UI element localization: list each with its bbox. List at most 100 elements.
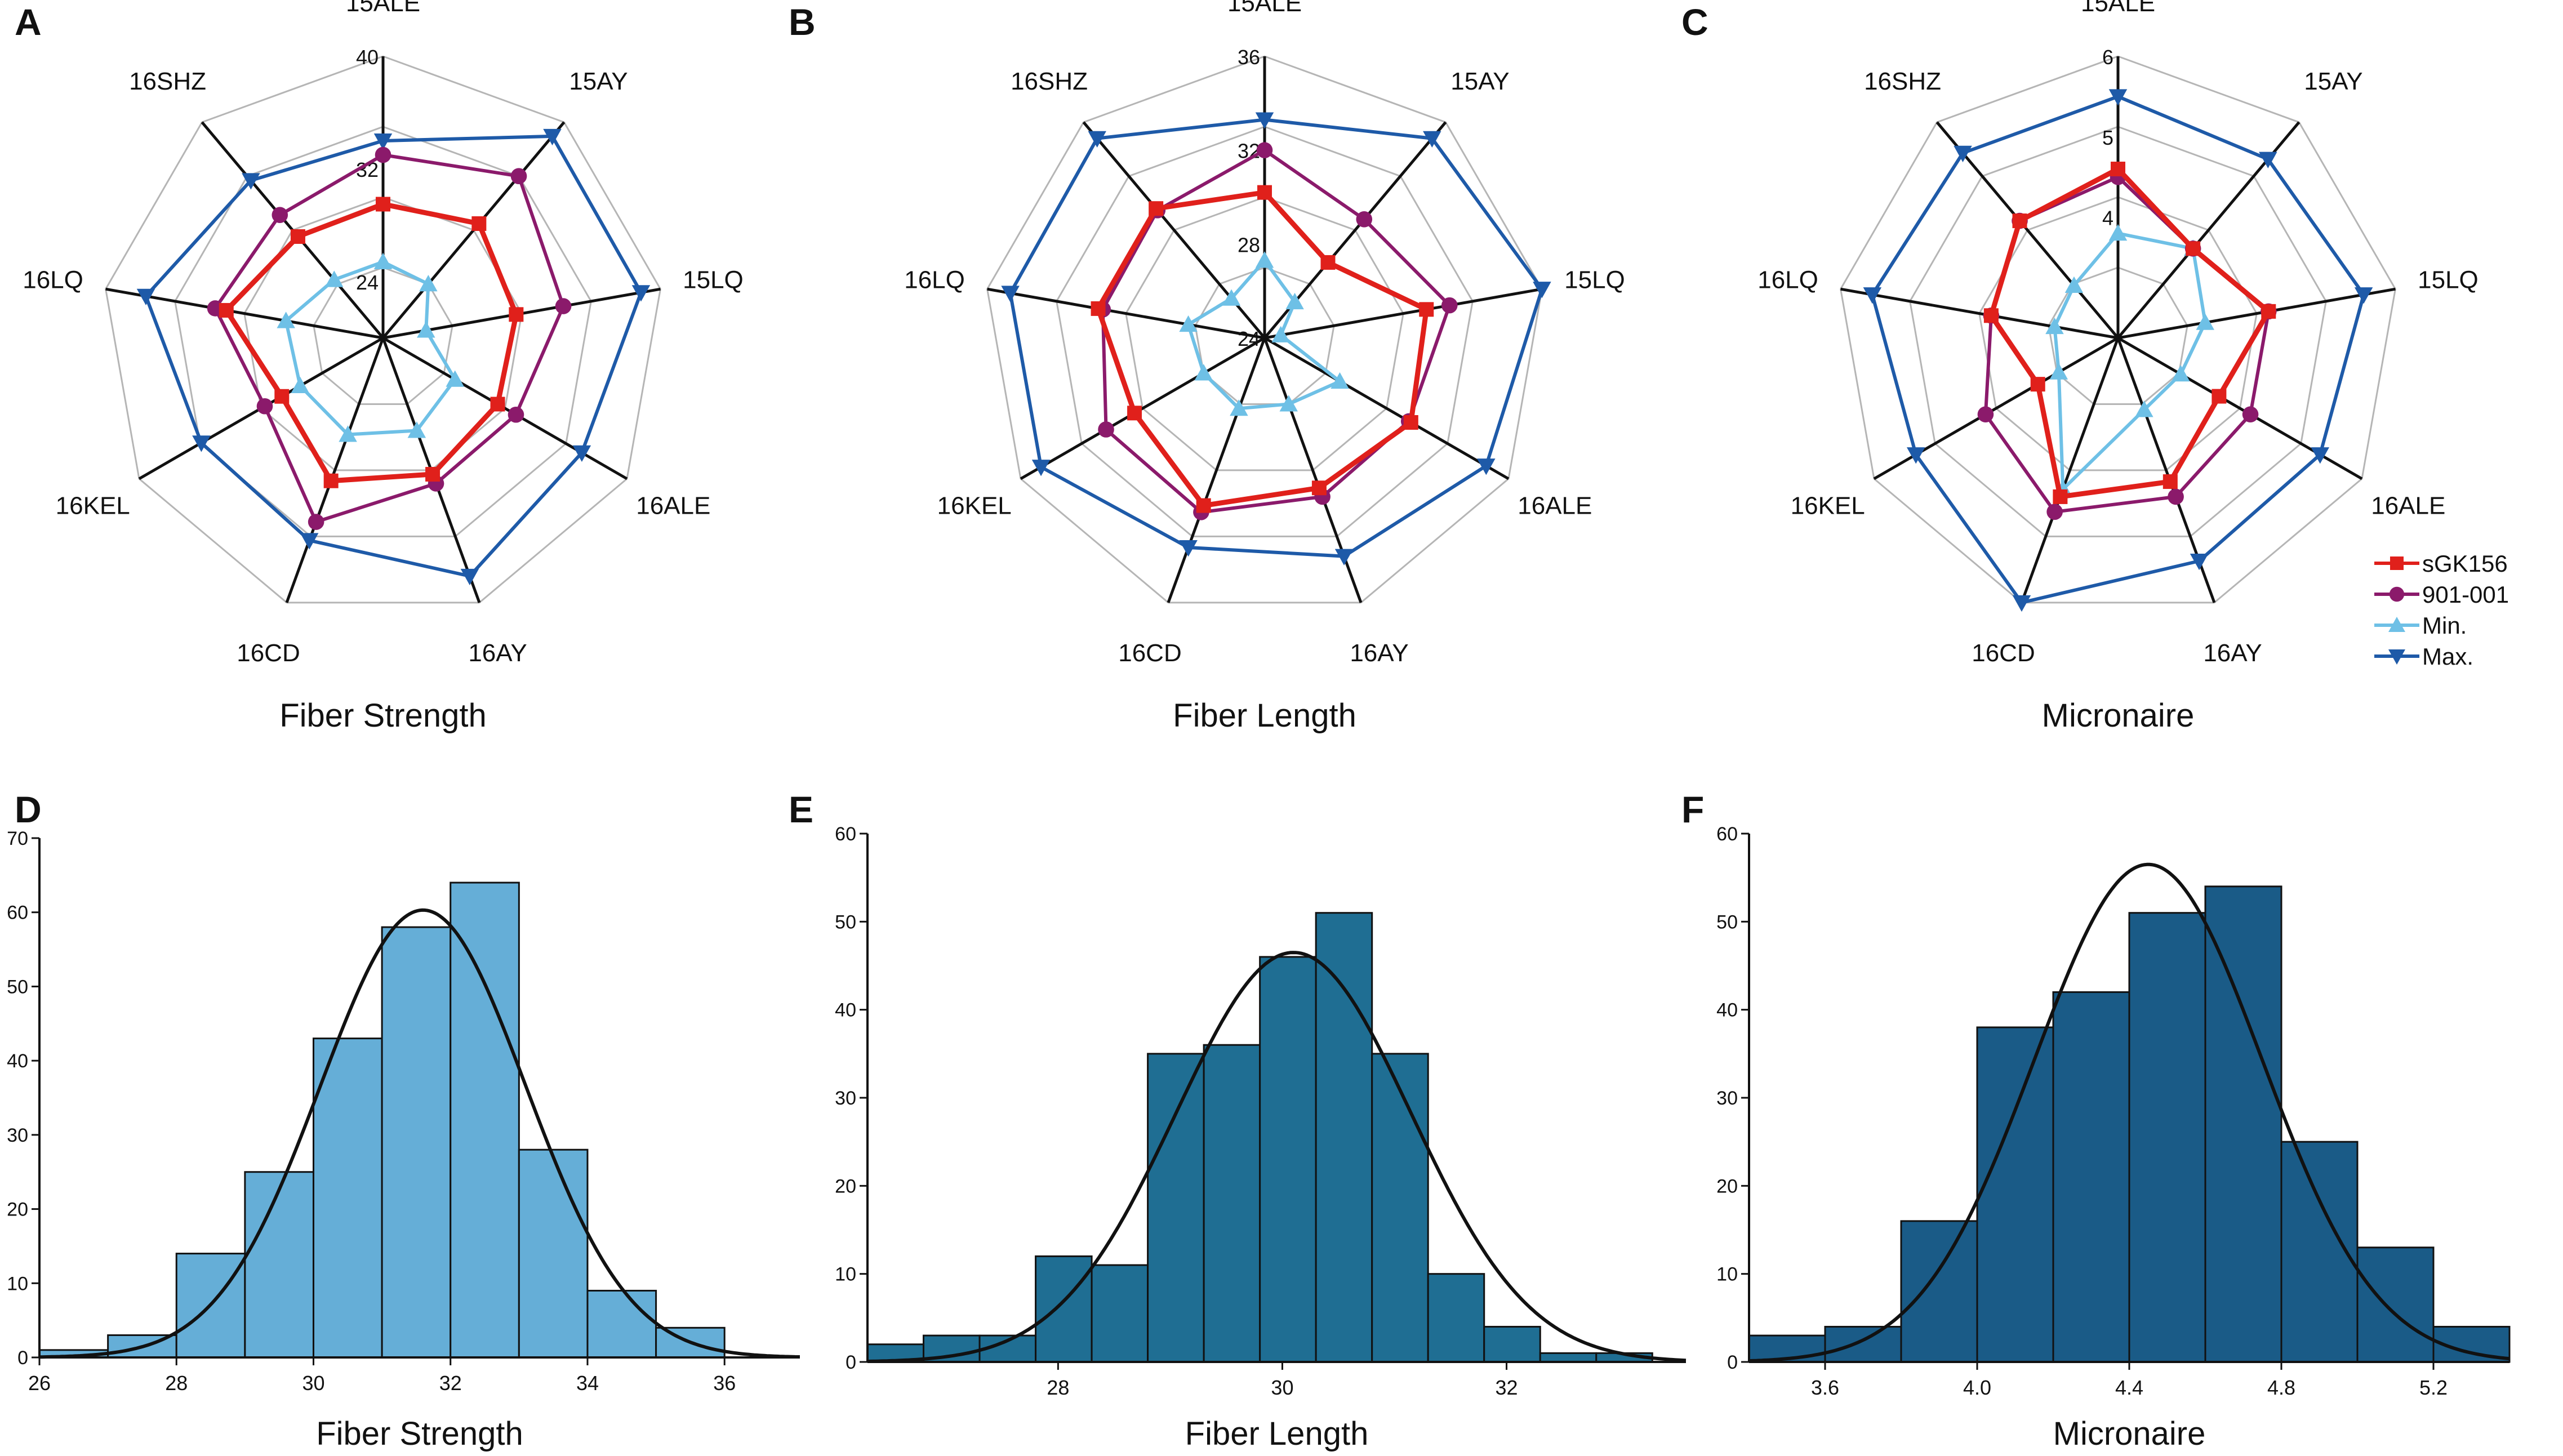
- radar-spoke: [1264, 287, 1542, 340]
- radar-axis-label: 16SHZ: [129, 68, 206, 95]
- y-tick-label: 0: [17, 1347, 28, 1369]
- radar-point: [2108, 89, 2128, 106]
- radar-point: [2046, 504, 2063, 520]
- radar-point: [2030, 377, 2045, 392]
- radar-axis-label: 16ALE: [2371, 492, 2445, 520]
- radar-spoke: [987, 287, 1265, 340]
- radar-grid-ring: [313, 266, 453, 405]
- radar-point: [1477, 458, 1496, 475]
- y-tick-label: 50: [1716, 911, 1738, 933]
- radar-chart-b: 2428323615ALE15AY15LQ16ALE16AY16CD16KEL1…: [904, 0, 1625, 734]
- radar-point: [373, 252, 393, 269]
- radar-axis-label: 16KEL: [937, 492, 1012, 520]
- x-tick-label: 5.2: [2419, 1376, 2448, 1399]
- radar-point: [1419, 302, 1434, 317]
- y-tick-label: 70: [7, 828, 28, 849]
- histogram-bar: [2128, 912, 2206, 1363]
- y-tick-label: 50: [7, 976, 28, 998]
- radar-axis-label: 15ALE: [346, 0, 420, 17]
- radar-axis-label: 16AY: [2203, 639, 2262, 667]
- radar-point: [1088, 131, 1106, 148]
- panel-label-d: D: [15, 789, 42, 830]
- panel-label-e: E: [789, 789, 813, 830]
- radar-point: [1001, 286, 1020, 302]
- x-tick-label: 28: [165, 1372, 188, 1395]
- radar-spoke: [1263, 336, 1510, 480]
- legend-circle-icon: [2389, 586, 2405, 602]
- radar-point: [300, 533, 319, 550]
- y-tick-label: 20: [7, 1199, 28, 1221]
- radar-axis-label: 16SHZ: [1011, 68, 1088, 95]
- radar-tick-label: 24: [356, 271, 379, 294]
- normal-fit-curve: [39, 908, 800, 1359]
- x-tick-label: 34: [576, 1372, 599, 1395]
- radar-series-line-min: [284, 260, 457, 437]
- radar-point: [2012, 213, 2027, 229]
- x-tick-label: 36: [713, 1372, 736, 1395]
- radar-point: [1194, 364, 1213, 381]
- radar-axis-label: 15AY: [569, 68, 628, 95]
- radar-grid-ring: [1909, 126, 2327, 537]
- y-tick-label: 30: [1716, 1088, 1738, 1109]
- radar-point: [373, 133, 393, 150]
- histogram-bar: [244, 1171, 314, 1359]
- histogram-bar: [1824, 1325, 1902, 1363]
- histogram-bar: [1259, 956, 1317, 1363]
- histogram-bar: [450, 881, 520, 1359]
- radar-point: [572, 445, 591, 462]
- radar-grid-ring: [1125, 196, 1404, 471]
- radar-point: [1179, 540, 1198, 557]
- radar-series-line-sgk156: [1988, 166, 2271, 500]
- y-tick-label: 40: [835, 1000, 856, 1021]
- legend-triangle-up-icon: [2388, 617, 2405, 632]
- radar-point: [2196, 313, 2215, 330]
- radar-point: [2108, 224, 2128, 241]
- y-tick-label: 60: [7, 902, 28, 924]
- y-tick-label: 40: [1716, 1000, 1738, 1021]
- radar-chart-a: 24324015ALE15AY15LQ16ALE16AY16CD16KEL16L…: [23, 0, 744, 734]
- radar-point: [192, 435, 211, 452]
- radar-point: [323, 473, 339, 488]
- y-tick-label: 20: [1716, 1176, 1738, 1197]
- radar-point: [290, 229, 305, 244]
- radar-spoke: [1935, 121, 2119, 339]
- radar-tick-label: 28: [1238, 233, 1260, 256]
- radar-series-line-min: [2053, 231, 2207, 491]
- radar-point: [1334, 549, 1354, 566]
- y-tick-label: 10: [835, 1264, 856, 1285]
- radar-point: [1127, 406, 1142, 421]
- radar-axis-label: 16CD: [237, 639, 300, 667]
- radar-point: [1230, 399, 1248, 416]
- radar-tick-label: 5: [2102, 126, 2113, 149]
- radar-point: [219, 302, 234, 318]
- radar-point: [460, 568, 479, 586]
- radar-point: [1091, 301, 1106, 316]
- radar-grid-ring: [174, 126, 592, 537]
- panel-label-a: A: [15, 1, 42, 43]
- radar-point: [425, 466, 440, 482]
- radar-point: [509, 307, 524, 322]
- radar-point: [508, 406, 524, 423]
- radar-point: [2261, 304, 2276, 319]
- radar-series-line-max: [144, 134, 643, 578]
- radar-axis-label: 16LQ: [1757, 266, 1818, 294]
- x-tick-label: 32: [1496, 1376, 1518, 1399]
- radar-point: [277, 311, 295, 328]
- radar-spoke: [1020, 336, 1266, 480]
- radar-point: [510, 168, 527, 185]
- radar-point: [1279, 395, 1298, 412]
- radar-spoke: [105, 287, 384, 340]
- radar-axis-label: 16ALE: [1518, 492, 1592, 520]
- radar-point: [339, 425, 357, 442]
- histogram-bar: [518, 1148, 589, 1359]
- histogram-bar: [2052, 991, 2130, 1363]
- radar-title: Fiber Strength: [279, 697, 487, 734]
- radar-axis-label: 15LQ: [1564, 266, 1625, 294]
- histogram-bar: [1035, 1255, 1093, 1363]
- radar-series-line-max: [1008, 118, 1544, 558]
- radar-title: Fiber Length: [1173, 697, 1356, 734]
- radar-point: [490, 397, 505, 412]
- radar-point: [136, 288, 155, 306]
- radar-axis-label: 15AY: [1450, 68, 1509, 95]
- x-axis-title: Fiber Strength: [316, 1415, 523, 1452]
